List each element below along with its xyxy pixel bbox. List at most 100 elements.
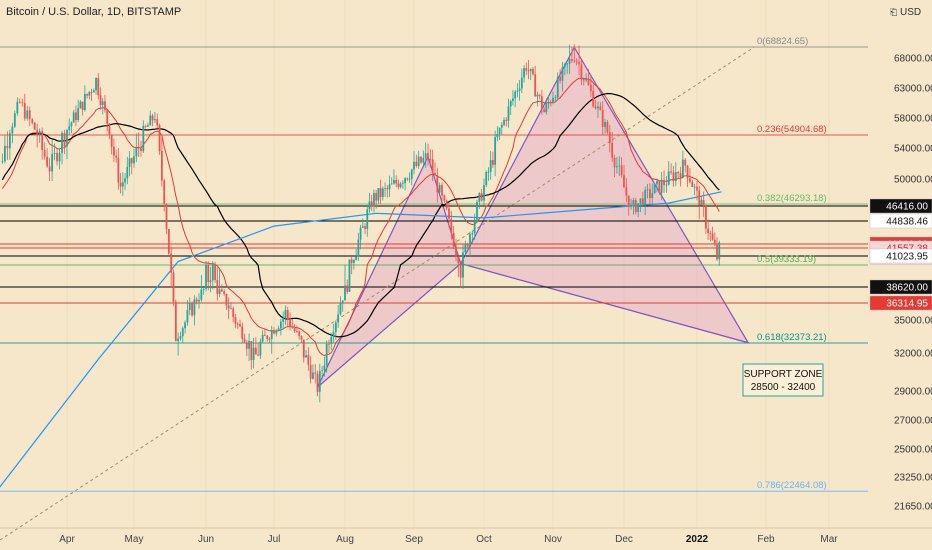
candle-body [97, 78, 100, 96]
candle-body [348, 259, 351, 292]
candle-body [293, 327, 296, 332]
candle-body [250, 341, 253, 361]
candle-body [625, 187, 628, 196]
candle-body [83, 93, 86, 111]
time-tick-label: Aug [336, 534, 354, 545]
candle-body [284, 310, 287, 319]
candle-body [33, 122, 36, 130]
candle-body [350, 259, 353, 263]
price-tick-label: 27000.00 [894, 416, 932, 427]
candle-body [637, 203, 640, 212]
price-tag-label: 36314.95 [886, 299, 928, 310]
candle-body [270, 330, 273, 339]
fib-label: 0.618(32373.21) [757, 332, 827, 343]
candle-body [556, 76, 559, 98]
candle-body [359, 227, 362, 240]
candle-body [455, 246, 457, 258]
time-tick-label: Jun [198, 534, 214, 545]
candle-body [248, 341, 250, 349]
candle-body [261, 334, 264, 342]
candle-body [266, 335, 269, 339]
candle-body [672, 172, 675, 181]
candle-body [395, 179, 398, 184]
candle-body [75, 112, 77, 121]
candle-body [707, 228, 710, 234]
candle-body [135, 147, 138, 157]
candle-body [545, 103, 548, 113]
price-axis: 68000.00 63000.00 58000.00 54000.00 50000.00… [894, 54, 932, 513]
candle-body [424, 153, 427, 158]
candle-body [63, 132, 66, 147]
candle-body [200, 289, 203, 300]
candle-body [77, 108, 80, 121]
fibonacci-levels: 0(68824.65) 0.236(54904.68) 0.382(46293.18… [0, 36, 868, 492]
candle-body [172, 272, 175, 302]
candle-body [606, 122, 609, 133]
candle-body [404, 178, 406, 184]
candle-body [489, 160, 492, 172]
price-tick-label: 25000.00 [894, 445, 932, 456]
price-tag-box [869, 295, 932, 311]
candle-body [599, 106, 602, 110]
candle-body [492, 160, 494, 165]
support-zone-annotation[interactable]: SUPPORT ZONE 28500 - 32400 [742, 363, 824, 397]
candle-body [211, 264, 214, 281]
candle-body [11, 126, 14, 134]
candle-body [679, 173, 682, 178]
candle-body [601, 109, 604, 127]
chart-title: Bitcoin / U.S. Dollar, 1D, BITSTAMP [6, 6, 182, 18]
candle-body [230, 308, 232, 310]
candle-body [441, 185, 443, 196]
candle-body [417, 156, 420, 166]
candle-body [503, 119, 505, 125]
price-tick-label: 50000.00 [894, 175, 932, 186]
candle-body [543, 109, 545, 113]
candle-body [321, 370, 323, 372]
candle-body [334, 322, 337, 332]
price-tick-label: 68000.00 [894, 54, 932, 65]
candle-body [620, 165, 623, 176]
candle-body [608, 132, 611, 143]
candle-body [58, 152, 61, 162]
candle-body [540, 95, 543, 110]
price-tag-box [869, 198, 932, 214]
candle-body [399, 183, 402, 187]
candle-body [498, 127, 501, 134]
candle-body [8, 133, 11, 149]
candle-body [448, 208, 450, 219]
candle-body [500, 124, 503, 128]
candle-body [234, 317, 237, 324]
candle-body [51, 153, 53, 172]
price-tick-label: 35000.00 [894, 316, 932, 327]
candle-body [422, 157, 425, 163]
candle-body [578, 61, 580, 65]
candle-body [273, 330, 275, 334]
price-tag-box [869, 279, 932, 295]
price-tick-label: 23250.00 [894, 473, 932, 484]
candle-body [174, 301, 177, 342]
candle-body [149, 115, 152, 126]
candle-body [471, 233, 474, 235]
candle-body [328, 343, 330, 345]
harmonic-pattern [316, 46, 750, 388]
time-tick-label: Nov [544, 534, 562, 545]
ma-medium-line [1, 92, 720, 338]
candle-body [476, 201, 478, 220]
candle-body [46, 156, 49, 167]
candle-body [282, 318, 285, 322]
candle-body [534, 74, 537, 97]
candle-body [323, 365, 326, 371]
candle-body [286, 310, 289, 320]
unlock-icon: ⎗ [890, 7, 898, 17]
currency-label[interactable]: ⎗ USD [890, 7, 921, 18]
candle-body [115, 155, 118, 158]
candle-body [140, 148, 142, 152]
candle-body [291, 326, 294, 328]
candle-body [156, 119, 159, 126]
candle-body [104, 101, 106, 111]
candle-body [520, 77, 523, 89]
candle-body [191, 303, 193, 316]
candle-body [561, 67, 564, 81]
